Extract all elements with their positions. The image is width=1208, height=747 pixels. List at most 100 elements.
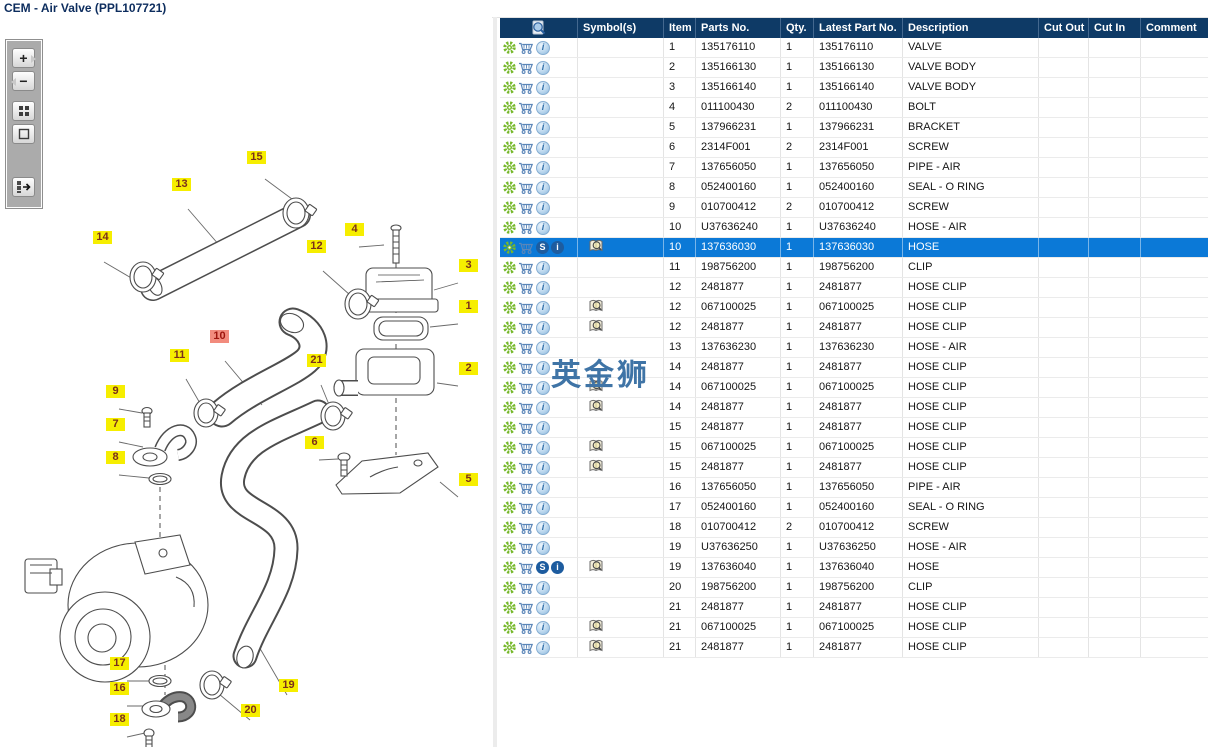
column-header-cut-out[interactable]: Cut Out [1038,18,1088,38]
gear-icon[interactable] [503,461,516,474]
callout-19[interactable]: 19 [279,679,298,692]
gear-icon[interactable] [503,321,516,334]
gear-icon[interactable] [503,41,516,54]
catalog-symbol-icon[interactable] [588,618,604,634]
supersession-badge-icon[interactable]: S [536,561,549,574]
gear-icon[interactable] [503,101,516,114]
supersession-badge-icon[interactable]: S [536,241,549,254]
info-icon[interactable]: i [536,480,550,495]
info-icon[interactable]: i [536,540,550,555]
cart-icon[interactable] [518,401,534,415]
table-row[interactable]: S i i 7 137656050 1 137656050 PIPE - AIR [500,158,1208,178]
callout-12[interactable]: 12 [307,240,326,253]
zoom-out-button[interactable]: − [11,71,35,91]
callout-6[interactable]: 6 [305,436,324,449]
catalog-symbol-icon[interactable] [588,318,604,334]
callout-14[interactable]: 14 [93,231,112,244]
catalog-symbol-icon[interactable] [588,298,604,314]
cart-icon[interactable] [518,481,534,495]
cart-icon[interactable] [518,421,534,435]
table-row[interactable]: S i i 10 U37636240 1 U37636240 HOSE - AI… [500,218,1208,238]
cart-icon[interactable] [518,361,534,375]
callout-9[interactable]: 9 [106,385,125,398]
cart-icon[interactable] [518,301,534,315]
cart-icon[interactable] [518,321,534,335]
info-icon[interactable]: i [536,600,550,615]
gear-icon[interactable] [503,521,516,534]
info-icon[interactable]: i [536,320,550,335]
panel-divider[interactable] [493,17,497,747]
cart-icon[interactable] [518,541,534,555]
info-icon[interactable]: i [536,200,550,215]
cart-icon[interactable] [518,381,534,395]
callout-11[interactable]: 11 [170,349,189,362]
callout-21[interactable]: 21 [307,354,326,367]
info-badge-icon[interactable]: i [551,561,564,574]
info-icon[interactable]: i [536,380,550,395]
cart-icon[interactable] [518,181,534,195]
info-icon[interactable]: i [536,360,550,375]
table-row[interactable]: S i i 15 067100025 1 067100025 HOSE CLIP [500,438,1208,458]
gear-icon[interactable] [503,341,516,354]
info-icon[interactable]: i [536,640,550,655]
cart-icon[interactable] [518,641,534,655]
table-row[interactable]: S i i 14 2481877 1 2481877 HOSE CLIP [500,398,1208,418]
catalog-symbol-icon[interactable] [588,638,604,654]
cart-icon[interactable] [518,341,534,355]
info-icon[interactable]: i [536,400,550,415]
collapse-panel-button[interactable] [12,177,35,197]
gear-icon[interactable] [503,81,516,94]
table-row[interactable]: S i i 21 2481877 1 2481877 HOSE CLIP [500,638,1208,658]
gear-icon[interactable] [503,561,516,574]
gear-icon[interactable] [503,501,516,514]
info-icon[interactable]: i [536,280,550,295]
cart-icon[interactable] [518,601,534,615]
table-row[interactable]: S i i 5 137966231 1 137966231 BRACKET [500,118,1208,138]
gear-icon[interactable] [503,621,516,634]
catalog-symbol-icon[interactable] [588,398,604,414]
callout-17[interactable]: 17 [110,657,129,670]
table-row[interactable]: S i i 15 2481877 1 2481877 HOSE CLIP [500,458,1208,478]
cart-icon[interactable] [518,621,534,635]
cart-icon[interactable] [518,461,534,475]
column-header-latest-part-no[interactable]: Latest Part No. [813,18,902,38]
catalog-symbol-icon[interactable] [588,558,604,574]
callout-4[interactable]: 4 [345,223,364,236]
gear-icon[interactable] [503,221,516,234]
table-row[interactable]: S i i 9 010700412 2 010700412 SCREW [500,198,1208,218]
info-icon[interactable]: i [536,340,550,355]
table-row[interactable]: S i i 14 067100025 1 067100025 HOSE CLIP [500,378,1208,398]
table-row[interactable]: S i i 3 135166140 1 135166140 VALVE BODY [500,78,1208,98]
gear-icon[interactable] [503,61,516,74]
table-row[interactable]: S i i 19 U37636250 1 U37636250 HOSE - AI… [500,538,1208,558]
catalog-symbol-icon[interactable] [588,378,604,394]
gear-icon[interactable] [503,361,516,374]
callout-7[interactable]: 7 [106,418,125,431]
cart-icon[interactable] [518,121,534,135]
cart-icon[interactable] [518,521,534,535]
table-row[interactable]: S i i 19 137636040 1 137636040 HOSE [500,558,1208,578]
info-icon[interactable]: i [536,40,550,55]
column-header-comment[interactable]: Comment [1140,18,1208,38]
gear-icon[interactable] [503,401,516,414]
callout-16[interactable]: 16 [110,682,129,695]
catalog-symbol-icon[interactable] [588,438,604,454]
info-icon[interactable]: i [536,300,550,315]
callout-8[interactable]: 8 [106,451,125,464]
gear-icon[interactable] [503,381,516,394]
info-icon[interactable]: i [536,220,550,235]
column-header-parts-no[interactable]: Parts No. [695,18,780,38]
table-row[interactable]: S i i 16 137656050 1 137656050 PIPE - AI… [500,478,1208,498]
gear-icon[interactable] [503,161,516,174]
table-row[interactable]: S i i 17 052400160 1 052400160 SEAL - O … [500,498,1208,518]
fit-page-button[interactable] [12,124,35,144]
cart-icon[interactable] [518,561,534,575]
info-icon[interactable]: i [536,440,550,455]
cart-icon[interactable] [518,161,534,175]
gear-icon[interactable] [503,281,516,294]
callout-5[interactable]: 5 [459,473,478,486]
table-row[interactable]: S i i 12 2481877 1 2481877 HOSE CLIP [500,318,1208,338]
cart-icon[interactable] [518,281,534,295]
callout-2[interactable]: 2 [459,362,478,375]
info-icon[interactable]: i [536,620,550,635]
